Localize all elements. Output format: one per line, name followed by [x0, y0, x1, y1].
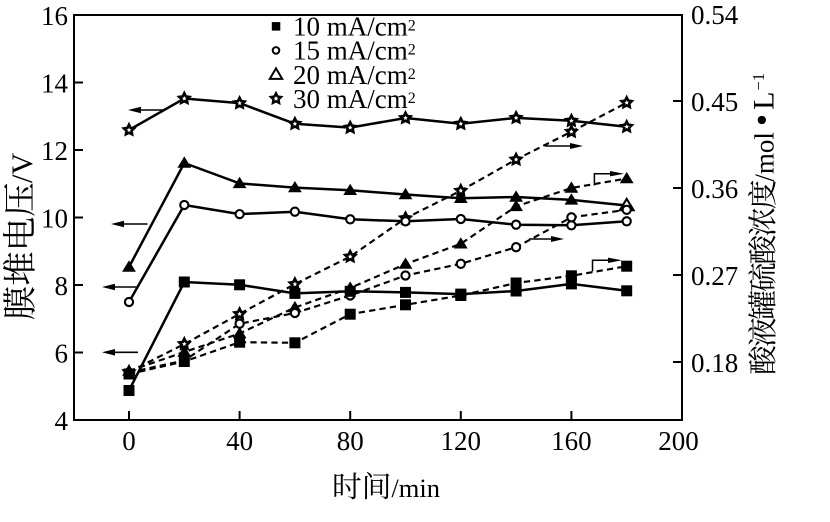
svg-text:/min: /min	[391, 473, 440, 503]
svg-text:160: 160	[551, 426, 592, 456]
svg-text:120: 120	[441, 426, 482, 456]
svg-text:40: 40	[226, 426, 253, 456]
svg-text:12: 12	[41, 136, 68, 166]
svg-text:80: 80	[337, 426, 364, 456]
svg-text:0.36: 0.36	[691, 174, 738, 204]
svg-text:0: 0	[122, 426, 136, 456]
svg-text:4: 4	[55, 406, 69, 436]
svg-text:20 mA/cm2: 20 mA/cm2	[293, 60, 416, 90]
svg-text:14: 14	[41, 68, 69, 98]
svg-text:10 mA/cm2: 10 mA/cm2	[293, 12, 416, 42]
svg-text:30 mA/cm2: 30 mA/cm2	[293, 84, 416, 114]
svg-text:/V: /V	[6, 153, 39, 183]
svg-text:0.27: 0.27	[691, 261, 738, 291]
svg-text:0.18: 0.18	[691, 348, 738, 378]
svg-text:8: 8	[55, 271, 69, 301]
svg-text:10: 10	[41, 203, 68, 233]
svg-text:15 mA/cm2: 15 mA/cm2	[293, 36, 416, 66]
svg-text:0.45: 0.45	[691, 87, 738, 117]
svg-text:200: 200	[658, 426, 699, 456]
svg-text:0.54: 0.54	[691, 0, 739, 30]
svg-text:16: 16	[41, 1, 68, 31]
svg-text:6: 6	[55, 338, 69, 368]
